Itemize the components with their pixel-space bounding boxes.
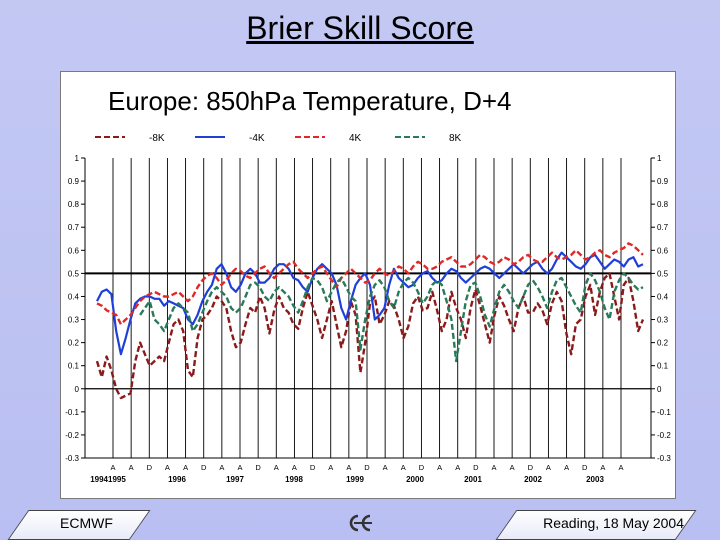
y-tick-label-left: 0.8	[68, 200, 80, 209]
x-tick-label-month: A	[383, 463, 388, 472]
x-tick-label-month: D	[255, 463, 261, 472]
x-tick-label-month: D	[364, 463, 370, 472]
x-tick-label-year: 1996	[168, 475, 186, 484]
x-tick-label-month: A	[110, 463, 115, 472]
x-tick-label-month: A	[600, 463, 605, 472]
x-tick-label-year: 2000	[406, 475, 424, 484]
legend-label: 8K	[449, 133, 462, 144]
x-tick-label-year: 1998	[285, 475, 303, 484]
x-tick-label-month: A	[455, 463, 460, 472]
legend-label: -8K	[149, 133, 165, 144]
x-tick-label-month: A	[274, 463, 279, 472]
x-tick-label-year: 19941995	[90, 475, 126, 484]
x-tick-label-month: D	[582, 463, 588, 472]
footer: ECMWF Reading, 18 May 2004	[0, 510, 720, 540]
y-tick-label-right: 0.7	[657, 223, 669, 232]
x-tick-label-month: D	[419, 463, 425, 472]
footer-venue-date: Reading, 18 May 2004	[543, 515, 684, 531]
y-tick-label-right: 0	[657, 385, 662, 394]
x-tick-label-year: 2002	[524, 475, 542, 484]
y-tick-label-left: -0.3	[65, 454, 79, 463]
chart-frame: Europe: 850hPa Temperature, D+4 1 1 0.9 0.9…	[60, 71, 676, 499]
y-tick-label-right: -0.1	[657, 408, 671, 417]
y-tick-label-right: 0.6	[657, 246, 669, 255]
x-tick-label-month: D	[310, 463, 316, 472]
x-tick-label-month: D	[473, 463, 479, 472]
y-tick-label-right: 0.2	[657, 339, 669, 348]
chart-plot: 1 1 0.9 0.9 0.8 0.8 0.7 0.7 0.6 0.6 0.5 0.5 0.4 0.4 0.…	[65, 133, 671, 484]
y-tick-label-right: 0.4	[657, 292, 669, 301]
series-line	[139, 272, 644, 363]
x-tick-label-month: A	[491, 463, 496, 472]
y-tick-label-right: -0.3	[657, 454, 671, 463]
y-tick-label-right: 0.1	[657, 362, 669, 371]
series-line	[96, 242, 644, 326]
y-tick-label-right: 0.9	[657, 177, 669, 186]
x-tick-label-month: D	[147, 463, 153, 472]
y-tick-label-right: 0.5	[657, 269, 669, 278]
y-tick-label-right: 1	[657, 154, 662, 163]
y-tick-label-right: 0.8	[657, 200, 669, 209]
x-tick-label-month: D	[528, 463, 534, 472]
y-tick-label-left: 0.9	[68, 177, 80, 186]
x-tick-label-month: A	[183, 463, 188, 472]
x-tick-label-year: 2001	[464, 475, 482, 484]
y-tick-label-left: 0.7	[68, 223, 80, 232]
x-tick-label-month: A	[546, 463, 551, 472]
y-tick-label-left: -0.1	[65, 408, 79, 417]
x-tick-label-month: A	[510, 463, 515, 472]
x-tick-label-month: A	[346, 463, 351, 472]
y-tick-label-left: 0.3	[68, 316, 80, 325]
x-tick-label-year: 1999	[346, 475, 364, 484]
y-tick-label-left: 0	[75, 385, 80, 394]
y-tick-label-left: -0.2	[65, 431, 79, 440]
x-tick-label-month: A	[292, 463, 297, 472]
y-tick-label-left: 0.1	[68, 362, 80, 371]
x-tick-label-month: A	[219, 463, 224, 472]
y-tick-label-right: 0.3	[657, 316, 669, 325]
x-tick-label-month: A	[437, 463, 442, 472]
x-tick-label-month: A	[129, 463, 134, 472]
y-tick-label-left: 0.5	[68, 269, 80, 278]
x-tick-label-year: 2003	[586, 475, 604, 484]
x-tick-label-month: D	[201, 463, 207, 472]
x-tick-label-year: 1997	[226, 475, 244, 484]
x-tick-label-month: A	[564, 463, 569, 472]
y-tick-label-left: 0.6	[68, 246, 80, 255]
ecmwf-logo-icon	[349, 514, 372, 532]
footer-organization: ECMWF	[60, 515, 113, 531]
legend-label: 4K	[349, 133, 362, 144]
x-tick-label-month: A	[328, 463, 333, 472]
y-tick-label-left: 1	[75, 154, 80, 163]
x-tick-label-month: A	[165, 463, 170, 472]
slide-title: Brier Skill Score	[246, 10, 474, 46]
chart-title: Europe: 850hPa Temperature, D+4	[108, 86, 512, 116]
legend-label: -4K	[249, 133, 265, 144]
x-tick-label-month: A	[237, 463, 242, 472]
series-line	[96, 251, 644, 356]
x-tick-label-month: A	[618, 463, 623, 472]
y-tick-label-left: 0.2	[68, 339, 80, 348]
x-tick-label-month: A	[401, 463, 406, 472]
y-tick-label-left: 0.4	[68, 292, 80, 301]
y-tick-label-right: -0.2	[657, 431, 671, 440]
